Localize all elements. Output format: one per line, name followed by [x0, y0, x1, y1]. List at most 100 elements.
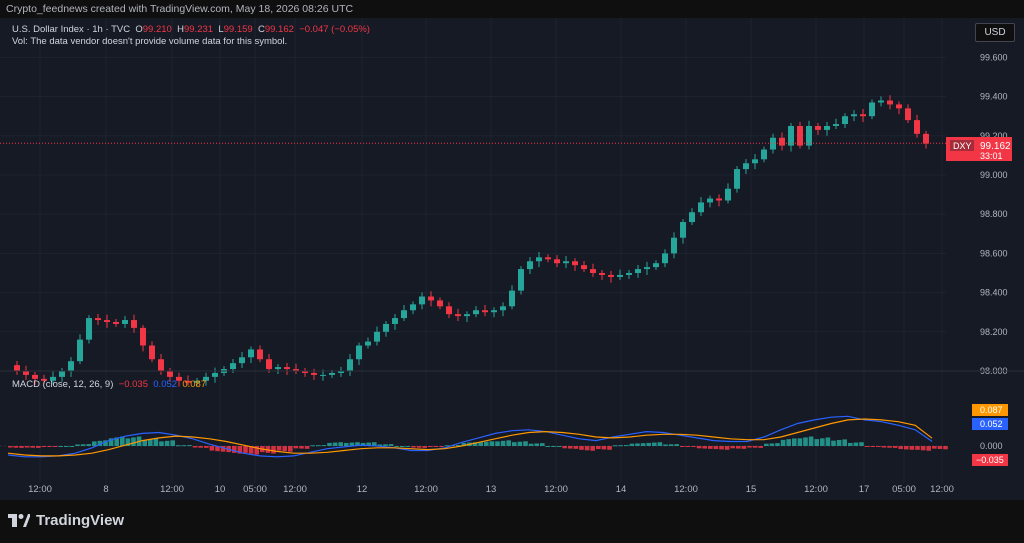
time-tick-6: 12: [357, 484, 368, 495]
macd-hist-bar: [517, 441, 523, 446]
macd-hist-bar: [937, 446, 943, 449]
chart-canvas[interactable]: 98.00098.20098.40098.60098.80099.00099.2…: [0, 18, 1024, 500]
chart-area[interactable]: 98.000 98.200 98.400 98.600 98.800 99.000 99.2…: [0, 18, 1024, 500]
macd-hist-bar: [579, 446, 584, 450]
candle-body: [410, 304, 416, 311]
macd-hist-bar: [355, 442, 360, 446]
time-tick-2: 12:00: [160, 484, 184, 495]
macd-hist-bar: [691, 446, 696, 447]
candle-body: [473, 310, 479, 315]
time-tick-10: 14: [616, 484, 627, 495]
export-caption-bar: Crypto_feednews created with TradingView…: [0, 0, 1024, 18]
candle-body: [518, 269, 524, 291]
high-value: 99.231: [183, 24, 214, 35]
change-value: −0.047 (−0.05%): [299, 24, 370, 35]
macd-hist-bar: [909, 446, 915, 450]
candle-body: [113, 322, 119, 324]
price-tag: DXY 99.162 33:01: [946, 137, 1012, 161]
candle-body: [689, 212, 695, 223]
macd-hist-bar: [584, 446, 590, 451]
candle-body: [680, 222, 686, 238]
candle-body: [302, 371, 308, 373]
macd-hist-bar: [472, 442, 478, 446]
macd-hist-bar: [30, 446, 35, 448]
candle-body: [716, 198, 722, 201]
time-tick-7: 12:00: [414, 484, 438, 495]
candle-body: [158, 359, 164, 371]
macd-hist-bar: [75, 444, 80, 446]
macd-hist-bar: [316, 445, 321, 447]
candle-body: [896, 104, 902, 109]
macd-hist-bar: [775, 443, 780, 446]
candle-body: [41, 378, 47, 381]
macd-hist-bar: [640, 443, 646, 446]
candle-body: [455, 314, 461, 317]
macd-hist-bar: [422, 446, 427, 448]
candle-body: [329, 372, 335, 375]
candle-body: [653, 263, 659, 268]
candle-body: [167, 371, 173, 377]
macd-hist-bar: [411, 446, 416, 448]
candle-body: [446, 306, 452, 315]
macd-hist-bar: [657, 442, 663, 446]
time-axis: 12:00 8 12:00 10 05:00 12:00 12 12:00 13 12:00 14 1…: [28, 484, 954, 495]
tradingview-logo[interactable]: TradingView: [8, 512, 124, 529]
candle-body: [608, 274, 614, 277]
price-tag-price: 99.162: [980, 141, 1011, 152]
macd-hist-bar: [892, 446, 898, 448]
time-tick-8: 13: [486, 484, 497, 495]
macd-hist-bar: [366, 442, 371, 446]
macd-hist-bar: [853, 442, 859, 446]
macd-hist-bar: [198, 446, 203, 448]
macd-hist-bar: [635, 443, 640, 446]
candle-body: [365, 341, 371, 346]
macd-hist-bar: [344, 442, 349, 446]
candle-body: [905, 108, 911, 121]
macd-hist-bar: [192, 446, 198, 448]
candle-body: [833, 124, 839, 126]
time-tick-3: 10: [215, 484, 226, 495]
macd-hist-bar: [780, 439, 786, 446]
price-tick-3: 98.600: [980, 248, 1008, 258]
macd-hist-bar: [19, 446, 24, 448]
macd-hist-bar: [394, 446, 399, 447]
macd-hist-bar: [8, 446, 13, 448]
macd-hist-bar: [108, 438, 114, 446]
macd-hist-bar: [534, 443, 539, 446]
macd-hist-bar: [848, 442, 853, 446]
price-tick-6: 99.200: [980, 131, 1008, 141]
macd-hist-bar: [321, 445, 327, 447]
price-tick-7: 99.400: [980, 92, 1008, 102]
currency-button[interactable]: USD: [975, 23, 1015, 42]
candle-body: [698, 202, 704, 213]
candle-body: [626, 273, 632, 275]
macd-hist-bar: [825, 437, 831, 446]
candle-body: [374, 331, 380, 342]
candle-body: [644, 267, 650, 270]
candle-body: [239, 357, 245, 364]
macd-hist-bar: [125, 438, 131, 446]
price-tag-box: [946, 137, 1012, 161]
candle-body: [869, 102, 875, 117]
time-tick-14: 17: [859, 484, 870, 495]
candle-body: [428, 296, 434, 301]
macd-legend-label: MACD (close, 12, 26, 9): [12, 379, 114, 390]
macd-hist-bar: [64, 446, 69, 447]
ohlc-line: U.S. Dollar Index · 1h · TVC O99.210 H99…: [12, 24, 370, 35]
candle-body: [572, 261, 578, 266]
macd-hist-bar: [680, 446, 685, 447]
macd-hist-bar: [528, 443, 534, 446]
candle-body: [509, 290, 515, 307]
candle-body: [23, 371, 29, 375]
candle-body: [95, 318, 101, 321]
macd-hist-bar: [153, 438, 159, 446]
macd-hist-bar: [276, 446, 282, 451]
macd-hist-bar: [92, 441, 97, 446]
macd-hist-bar: [708, 446, 713, 449]
macd-hist-bar: [170, 440, 175, 446]
macd-hist-bar: [131, 437, 136, 446]
macd-hist-bar: [590, 446, 595, 451]
macd-legend-hist: −0.035: [118, 379, 148, 390]
macd-hist-bar: [831, 440, 836, 446]
candle-body: [500, 306, 506, 311]
